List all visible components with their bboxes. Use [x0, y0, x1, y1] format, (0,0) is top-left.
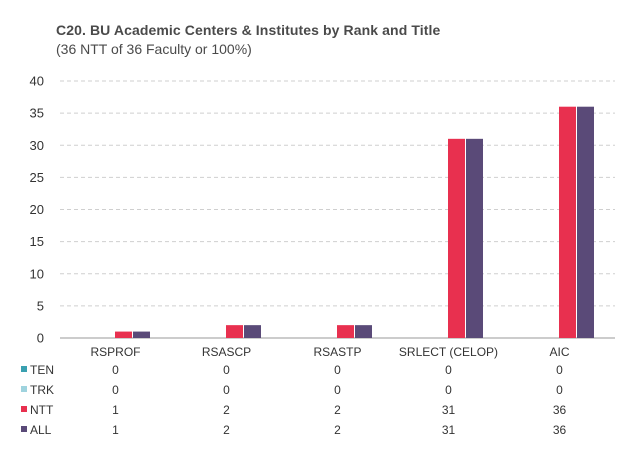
legend-label: ALL [30, 423, 52, 437]
table-cell: 0 [556, 363, 563, 377]
x-tick-label: SRLECT (CELOP) [399, 345, 498, 359]
legend-swatch-ten [21, 366, 27, 372]
y-tick-label: 40 [30, 74, 44, 89]
table-cell: 0 [556, 383, 563, 397]
bar-ntt [337, 325, 354, 338]
chart-title: C20. BU Academic Centers & Institutes by… [56, 22, 441, 38]
table-cell: 2 [223, 423, 230, 437]
bar-all [577, 106, 594, 338]
x-tick-label: RSASTP [313, 345, 361, 359]
table-cell: 0 [223, 383, 230, 397]
table-cell: 0 [223, 363, 230, 377]
bar-all [133, 331, 150, 338]
y-tick-label: 30 [30, 138, 44, 153]
y-tick-label: 15 [30, 234, 44, 249]
y-tick-label: 10 [30, 266, 44, 281]
bar-ntt [226, 325, 243, 338]
table-cell: 0 [334, 383, 341, 397]
y-tick-label: 25 [30, 170, 44, 185]
bar-ntt [115, 331, 132, 338]
bar-all [355, 325, 372, 338]
table-cell: 0 [334, 363, 341, 377]
y-tick-label: 35 [30, 106, 44, 121]
table-cell: 1 [112, 423, 119, 437]
table-cell: 0 [445, 363, 452, 377]
table-cell: 36 [553, 423, 567, 437]
table-cell: 36 [553, 403, 567, 417]
y-tick-label: 5 [37, 298, 44, 313]
table-cell: 0 [112, 383, 119, 397]
bar-all [466, 138, 483, 338]
legend-label: TEN [30, 363, 54, 377]
y-tick-label: 0 [37, 331, 44, 346]
x-tick-label: RSASCP [202, 345, 251, 359]
table-cell: 31 [442, 403, 456, 417]
legend-swatch-ntt [21, 406, 27, 412]
table-cell: 1 [112, 403, 119, 417]
legend-swatch-trk [21, 386, 27, 392]
bar-ntt [448, 138, 465, 338]
bar-ntt [559, 106, 576, 338]
legend-label: NTT [30, 403, 54, 417]
table-cell: 2 [334, 403, 341, 417]
table-cell: 31 [442, 423, 456, 437]
chart-subtitle: (36 NTT of 36 Faculty or 100%) [56, 41, 252, 57]
x-tick-label: AIC [549, 345, 569, 359]
table-cell: 0 [112, 363, 119, 377]
legend-swatch-all [21, 426, 27, 432]
y-tick-label: 20 [30, 202, 44, 217]
table-cell: 0 [445, 383, 452, 397]
legend-label: TRK [30, 383, 54, 397]
x-tick-label: RSPROF [90, 345, 140, 359]
bar-all [244, 325, 261, 338]
table-cell: 2 [334, 423, 341, 437]
table-cell: 2 [223, 403, 230, 417]
